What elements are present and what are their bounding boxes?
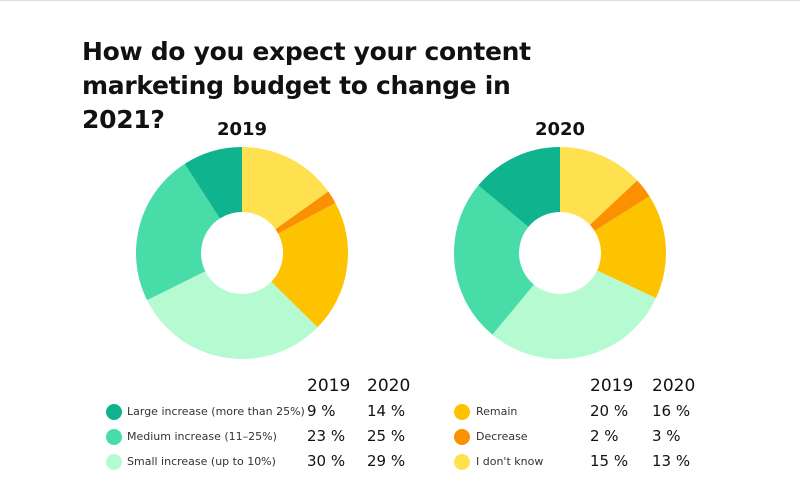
slice-2019-2: [271, 202, 348, 328]
legend-label-3: Small increase (up to 10%): [127, 455, 276, 468]
slice-2020-4: [453, 185, 534, 335]
legend-swatch-4: [106, 429, 122, 445]
slice-2019-4: [135, 163, 220, 301]
value-2019-3: 30 %: [307, 452, 346, 470]
legend-right-header-2019: 2019: [590, 376, 634, 396]
legend-swatch-1: [454, 429, 470, 445]
legend-swatch-0: [454, 454, 470, 470]
slice-2020-5: [478, 147, 560, 227]
donut-2019-label: 2019: [216, 119, 268, 140]
value-2019-1: 2 %: [590, 427, 619, 445]
legend-label-0: I don't know: [476, 455, 544, 468]
legend-label-1: Decrease: [476, 430, 528, 443]
legend-swatch-5: [106, 404, 122, 420]
slice-2020-0: [560, 147, 638, 225]
slice-2019-3: [147, 271, 318, 360]
legend-right-header-2020: 2020: [652, 376, 696, 396]
value-2020-2: 16 %: [652, 402, 691, 420]
legend-swatch-3: [106, 454, 122, 470]
legend-label-2: Remain: [476, 405, 518, 418]
legend-label-5: Large increase (more than 25%): [127, 405, 305, 418]
chart-title: How do you expect your content marketing…: [82, 37, 531, 134]
slice-2020-3: [492, 270, 656, 360]
slice-2020-1: [589, 180, 650, 232]
legend-swatch-2: [454, 404, 470, 420]
value-2020-1: 3 %: [652, 427, 681, 445]
slice-2020-2: [594, 196, 667, 299]
legend-label-4: Medium increase (11–25%): [127, 430, 277, 443]
slice-2019-5: [184, 147, 242, 219]
value-2019-0: 15 %: [590, 452, 629, 470]
donut-2020-label: 2020: [534, 119, 586, 140]
legend-left-header-2020: 2020: [367, 376, 411, 396]
value-2019-5: 9 %: [307, 402, 336, 420]
value-2020-0: 13 %: [652, 452, 691, 470]
value-2020-5: 14 %: [367, 402, 406, 420]
slice-2019-0: [242, 147, 329, 230]
value-2020-4: 25 %: [367, 427, 406, 445]
value-2020-3: 29 %: [367, 452, 406, 470]
legend-left-header-2019: 2019: [307, 376, 351, 396]
value-2019-4: 23 %: [307, 427, 346, 445]
value-2019-2: 20 %: [590, 402, 629, 420]
slice-2019-1: [275, 191, 336, 234]
